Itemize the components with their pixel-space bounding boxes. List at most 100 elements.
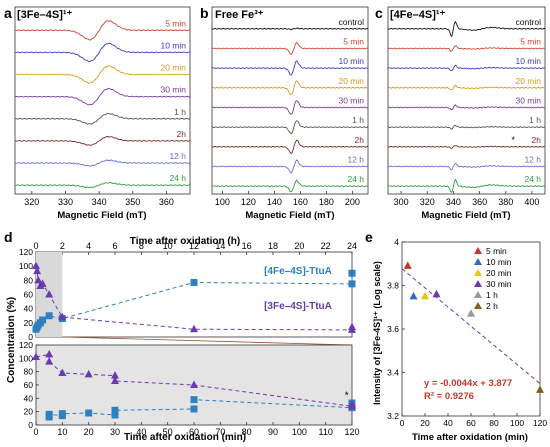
x-tick-label: 60 [466,418,476,428]
x-tick-label: 340 [446,197,461,207]
panel-d-bottom-xlabel: Time after oxidation (min) [124,432,246,443]
epr-trace [211,179,369,193]
data-point-triangle [32,352,40,360]
x-tick-label: 30 [110,427,120,437]
data-point-triangle [45,290,54,298]
x-tick-label: 200 [345,197,360,207]
x-tick-label: 10 [57,427,67,437]
trace-label: 12 h [524,154,541,164]
panel-letter-d: d [4,229,13,245]
epr-trace [387,124,546,130]
trace-label: 1 h [529,115,541,125]
data-point-triangle [45,349,54,358]
epr-trace [15,182,191,189]
x-tick-label: 350 [125,197,140,207]
data-point-triangle [432,289,441,298]
data-point-triangle [111,371,119,379]
x-tick-label: 320 [420,197,435,207]
y-tick-label: 60 [24,290,34,300]
data-point-triangle [38,279,47,287]
trace-label: 24 h [524,174,541,184]
trace-label: 30 min [160,85,186,95]
legend-marker [474,291,482,298]
data-point-triangle [58,312,67,321]
x-tick-label: 80 [489,418,499,428]
x-tick-label: 2 [60,241,65,251]
data-point-square [111,406,119,414]
x-tick-label: 0 [33,241,38,251]
epr-trace [211,60,369,76]
trace-label: 12 h [169,151,186,161]
legend-label: 20 min [486,268,512,278]
data-point-triangle [421,291,429,300]
x-tick-label: 50 [163,427,173,437]
trace-label: 30 min [338,95,364,105]
data-point-square [348,269,356,277]
y-tick-label: 80 [24,275,34,285]
x-tick-label: 160 [293,197,308,207]
panel-e-r2: R² = 0.9276 [424,391,474,402]
epr-trace [388,162,546,171]
data-point-triangle [45,357,54,365]
epr-trace [14,20,190,41]
zoom-connector [62,336,353,346]
y-tick-label: 60 [24,380,34,390]
x-tick-label: 60 [189,427,199,437]
panel-a-xlabel: Magnetic Field (mT) [57,210,146,221]
data-point-triangle [348,399,356,408]
data-point-triangle [84,369,93,378]
x-tick-label: 0 [400,418,405,428]
x-tick-label: 400 [524,197,539,207]
data-point-triangle [348,322,356,331]
x-tick-label: 340 [92,197,107,207]
panel-letter-e: e [365,229,373,245]
x-tick-label: 4 [86,241,91,251]
x-tick-label: 24 [347,241,357,251]
trace-label: 1 h [352,115,364,125]
trend-line [35,266,353,331]
panel-b-frame [211,6,369,195]
epr-trace [211,80,369,96]
top_axis-frame [35,251,353,338]
y-tick-label: 20 [24,407,34,417]
x-tick-label: 0 [33,427,38,437]
y-tick-label: 3.6 [387,324,399,334]
trace-label: 2h [355,135,365,145]
x-tick-label: 100 [510,418,524,428]
panel-b-xlabel: Magnetic Field (mT) [245,210,334,221]
trace-label: 10 min [160,40,186,50]
panel-d-3fe-label: [3Fe–4S]-TtuA [264,301,332,312]
legend-marker [474,269,482,276]
x-tick-label: 20 [420,418,430,428]
data-point-triangle [34,275,43,284]
x-tick-label: 20 [84,427,94,437]
x-tick-label: 8 [139,241,144,251]
epr-trace [14,87,191,106]
data-point-square [190,396,198,404]
epr-trace [14,42,191,63]
x-tick-label: 380 [498,197,513,207]
panel-e-ylabel: Intensity of [3Fe-4S]¹⁺ (Log scale) [372,261,382,405]
panel-d-top-xlabel: Time after oxidation (h) [130,236,240,247]
panel-c-xlabel: Magnetic Field (mT) [421,210,510,221]
y-tick-label: 100 [19,353,33,363]
data-point-square [58,410,66,418]
x-tick-label: 70 [215,427,225,437]
x-tick-label: 18 [268,241,278,251]
panel-e-equation: y = -0.0044x + 3.877 [424,378,512,389]
epr-trace [14,65,191,84]
legend-marker [474,247,482,254]
trace-label: 1 h [174,107,186,117]
epr-trace [388,104,546,111]
x-tick-label: 40 [443,418,453,428]
epr-trace [211,27,368,31]
trace-label: 20 min [160,63,186,73]
y-tick-label: 80 [24,367,34,377]
data-point-square [111,411,119,419]
y-tick-label: 40 [24,304,34,314]
epr-trace [211,41,369,56]
data-point-square [39,316,47,324]
panel-c-frame [387,6,546,195]
panel-a-epr-spectra: [3Fe–4S]¹⁺ 5 min 10 min 20 min 30 min 1 h 2h 1… [14,6,191,221]
y-tick-label: 120 [19,247,33,257]
